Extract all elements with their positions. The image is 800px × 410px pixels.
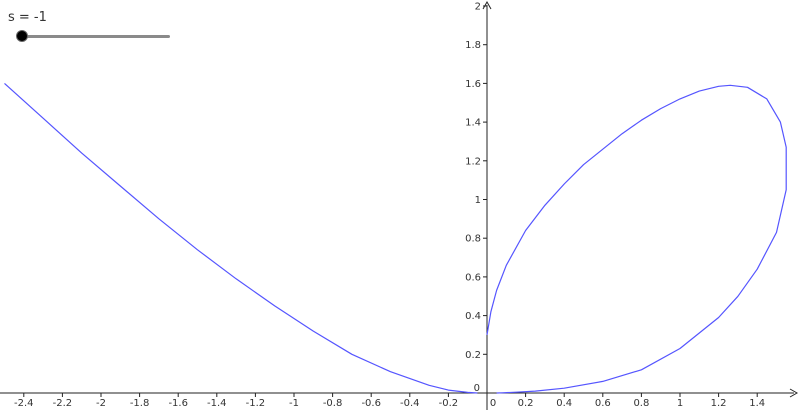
slider-label: s = -1: [8, 10, 47, 25]
y-tick-label: 0.8: [465, 234, 481, 245]
x-axis-arrow-icon: [789, 388, 799, 398]
x-tick-label: -2: [96, 398, 106, 409]
x-tick-label: -0.8: [323, 398, 343, 409]
x-tick-label: -0.6: [361, 398, 381, 409]
y-tick-label: 1.6: [465, 79, 481, 90]
x-tick-label: -2.4: [14, 398, 34, 409]
slider-track[interactable]: [22, 35, 170, 38]
x-tick-label: 0.4: [556, 398, 572, 409]
y-tick-label: 0.4: [465, 311, 481, 322]
x-tick-label: -2.2: [53, 398, 73, 409]
x-tick-label: -0.4: [400, 398, 420, 409]
x-tick-label: -1: [289, 398, 299, 409]
y-tick-label: 1.2: [465, 156, 481, 167]
slider-s[interactable]: s = -1: [6, 10, 186, 46]
x-tick-label: -1.2: [246, 398, 266, 409]
y-tick-label: 0.2: [465, 350, 481, 361]
y-tick-label: 0.6: [465, 272, 481, 283]
y-tick-label: 2: [475, 2, 481, 13]
axis-ticks: -2.4 -2.2 -2 -1.8 -1.6 -1.4 -1.2 -1 -0.8 -0.6 -0.4…: [14, 2, 765, 410]
y-tick-label: 1.4: [465, 118, 481, 129]
curve-branch-2: [486, 84, 787, 394]
x-origin-label: 0: [490, 398, 496, 409]
y-tick-label: 1: [475, 195, 481, 206]
x-tick-label: 1.2: [711, 398, 727, 409]
x-tick-label: 1: [677, 398, 683, 409]
x-tick-label: 1.4: [749, 398, 765, 409]
slider-knob[interactable]: [16, 30, 28, 42]
y-origin-label: 0: [474, 383, 480, 394]
y-axis-arrow-icon: [482, 0, 492, 10]
x-tick-label: 0.2: [518, 398, 534, 409]
x-tick-label: 0.6: [595, 398, 611, 409]
x-tick-label: -1.4: [207, 398, 227, 409]
x-tick-label: -1.6: [168, 398, 188, 409]
x-tick-label: 0.8: [633, 398, 649, 409]
curve-branch-1: [4, 82, 478, 394]
y-tick-label: 1.8: [465, 40, 481, 51]
x-tick-label: -1.8: [130, 398, 150, 409]
x-tick-label: -0.2: [439, 398, 459, 409]
curve-layer: [4, 82, 787, 394]
